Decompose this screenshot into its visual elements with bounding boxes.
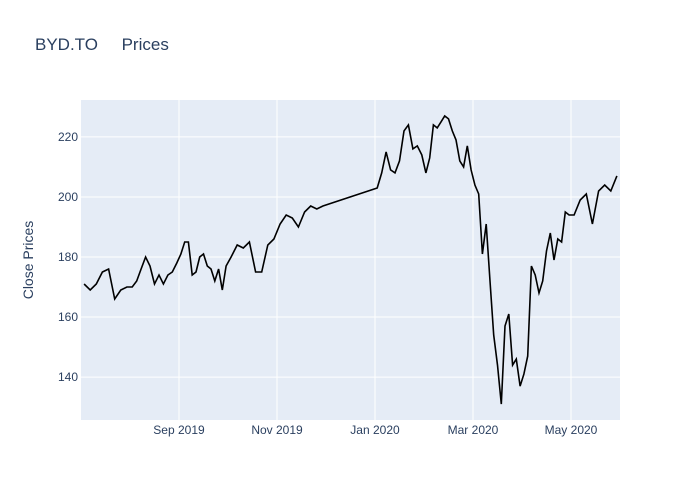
x-tick-label: May 2020 (545, 423, 598, 437)
price-line (83, 114, 618, 405)
plot-background (81, 100, 620, 420)
y-axis-label: Close Prices (20, 221, 36, 300)
y-tick-label: 200 (58, 190, 78, 204)
chart-title: BYD.TO Prices (35, 35, 169, 54)
x-tick-label: Jan 2020 (350, 423, 400, 437)
y-tick-label: 220 (58, 130, 78, 144)
x-tick-label: Mar 2020 (448, 423, 499, 437)
y-tick-label: 140 (58, 370, 78, 384)
y-tick-label: 180 (58, 250, 78, 264)
y-tick-label: 160 (58, 310, 78, 324)
x-tick-label: Sep 2019 (153, 423, 205, 437)
x-tick-label: Nov 2019 (251, 423, 303, 437)
